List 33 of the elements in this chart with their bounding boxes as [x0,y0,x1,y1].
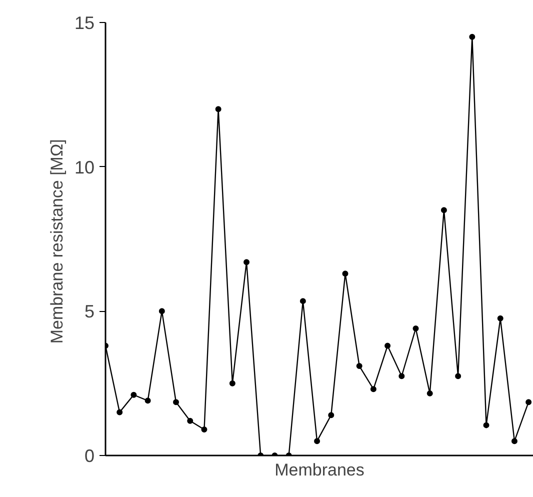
point [398,373,405,380]
point [356,363,362,370]
point [300,298,306,304]
y-tick-label: 0 [84,446,95,466]
y-tick-label: 15 [74,13,95,33]
point [187,418,194,424]
point [201,426,208,433]
point [384,342,391,349]
point [342,270,348,277]
point [229,380,236,386]
point [314,438,320,444]
point [511,438,518,444]
point [483,422,490,428]
point [130,392,137,398]
point [412,325,419,332]
point [497,315,504,322]
y-tick-label: 5 [84,302,95,322]
point [426,390,433,396]
point [526,399,532,406]
y-axis-title: Membrane resistance [MΩ] [47,139,66,344]
point [116,409,123,416]
point [328,412,334,418]
point [469,34,476,40]
point [455,373,462,380]
point [440,207,447,214]
point [215,106,222,112]
point [244,259,250,266]
point [173,399,180,406]
point [370,386,376,392]
point [144,398,151,404]
x-axis-title: Membranes [274,460,364,480]
y-tick-label: 10 [74,157,95,178]
point [158,308,165,314]
